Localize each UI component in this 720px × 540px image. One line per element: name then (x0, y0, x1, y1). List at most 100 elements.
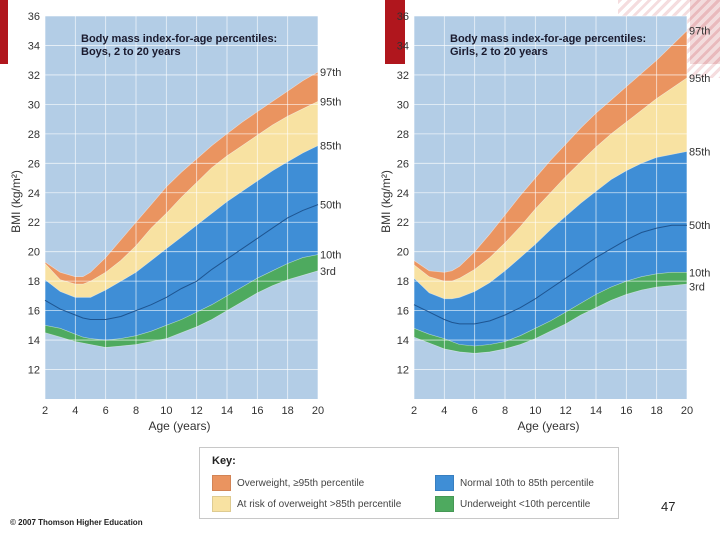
x-tick-label: 8 (502, 405, 508, 417)
percentile-line-85th (44, 145, 319, 298)
percentile-label-10th: 10th (689, 267, 710, 279)
band-95th-85th (45, 101, 318, 298)
percentile-label-50th: 50th (689, 220, 710, 232)
x-tick-label: 10 (529, 405, 541, 417)
y-tick-label: 26 (397, 158, 409, 170)
percentile-line-85th (413, 151, 688, 300)
y-tick-label: 28 (397, 129, 409, 141)
key-label-overweight: Overweight, ≥95th percentile (237, 477, 365, 489)
percentile-line-50th (44, 204, 319, 320)
percentile-line-10th (413, 271, 687, 347)
percentile-label-85th: 85th (689, 147, 710, 159)
x-tick-label: 8 (133, 405, 139, 417)
percentile-label-97th: 97th (689, 26, 710, 38)
x-tick-label: 6 (103, 405, 109, 417)
percentile-line-95th (413, 77, 688, 282)
percentile-line-3rd (44, 270, 319, 348)
x-tick-label: 12 (560, 405, 572, 417)
percentile-label-3rd: 3rd (689, 281, 705, 293)
slide-accent-middle (385, 0, 405, 64)
underweight-swatch (435, 496, 454, 512)
key-item-underweight: Underweight <10th percentile (435, 496, 590, 512)
band-85th-10th (414, 151, 687, 346)
key-item-at-risk: At risk of overweight >85th percentile (212, 496, 401, 512)
band-10th-3rd (45, 254, 318, 348)
percentile-label-85th: 85th (320, 141, 341, 153)
key-item-overweight: Overweight, ≥95th percentile (212, 475, 364, 491)
chart-key: Key: Overweight, ≥95th percentile At ris… (199, 447, 619, 519)
x-tick-label: 14 (590, 405, 602, 417)
y-axis-label: BMI (kg/m²) (379, 170, 393, 233)
y-tick-label: 30 (28, 99, 40, 111)
chart-title: Body mass index-for-age percentiles: (450, 33, 646, 45)
y-tick-label: 32 (28, 70, 40, 82)
x-tick-label: 20 (681, 405, 693, 417)
x-tick-label: 16 (251, 405, 263, 417)
key-label-at-risk: At risk of overweight >85th percentile (237, 498, 402, 510)
percentile-line-10th (44, 254, 319, 341)
y-tick-label: 24 (28, 188, 40, 200)
y-tick-label: 20 (397, 247, 409, 259)
percentile-line-50th (413, 224, 687, 325)
band-97th-95th (45, 72, 318, 285)
y-tick-label: 28 (28, 129, 40, 141)
y-axis-label: BMI (kg/m²) (9, 170, 23, 233)
x-tick-label: 4 (72, 405, 78, 417)
y-tick-label: 22 (28, 217, 40, 229)
key-label-underweight: Underweight <10th percentile (460, 498, 591, 510)
percentile-line-97th (413, 30, 688, 273)
y-tick-label: 32 (397, 70, 409, 82)
y-tick-label: 18 (397, 276, 409, 288)
y-tick-label: 16 (28, 306, 40, 318)
x-tick-label: 18 (282, 405, 294, 417)
chart-subtitle: Boys, 2 to 20 years (81, 46, 181, 58)
band-85th-10th (45, 145, 318, 341)
y-tick-label: 12 (397, 365, 409, 377)
normal-swatch (435, 475, 454, 491)
x-tick-label: 20 (312, 405, 324, 417)
chart-subtitle: Girls, 2 to 20 years (450, 46, 548, 58)
key-title: Key: (212, 455, 236, 467)
y-tick-label: 34 (397, 40, 409, 52)
percentile-label-50th: 50th (320, 200, 341, 212)
y-tick-label: 34 (28, 40, 40, 52)
percentile-label-10th: 10th (320, 250, 341, 262)
percentile-line-97th (44, 71, 319, 278)
percentile-label-95th: 95th (689, 73, 710, 85)
y-tick-label: 14 (397, 335, 409, 347)
y-tick-label: 12 (28, 365, 40, 377)
y-tick-label: 16 (397, 306, 409, 318)
overweight-swatch (212, 475, 231, 491)
key-item-normal: Normal 10th to 85th percentile (435, 475, 594, 491)
page-number: 47 (661, 499, 676, 514)
percentile-line-95th (44, 101, 319, 285)
copyright-notice: © 2007 Thomson Higher Education (10, 518, 143, 527)
percentile-label-3rd: 3rd (320, 266, 336, 278)
x-tick-label: 2 (411, 405, 417, 417)
y-tick-label: 36 (397, 11, 409, 23)
y-tick-label: 18 (28, 276, 40, 288)
key-label-normal: Normal 10th to 85th percentile (460, 477, 594, 489)
percentile-label-95th: 95th (320, 96, 341, 108)
y-tick-label: 36 (28, 11, 40, 23)
x-axis-label: Age (years) (517, 419, 579, 433)
x-tick-label: 2 (42, 405, 48, 417)
x-tick-label: 12 (191, 405, 203, 417)
x-tick-label: 16 (620, 405, 632, 417)
y-tick-label: 14 (28, 335, 40, 347)
y-tick-label: 24 (397, 188, 409, 200)
x-tick-label: 14 (221, 405, 233, 417)
x-tick-label: 10 (160, 405, 172, 417)
y-tick-label: 26 (28, 158, 40, 170)
y-tick-label: 22 (397, 217, 409, 229)
at-risk-swatch (212, 496, 231, 512)
slide-accent-left (0, 0, 8, 64)
percentile-line-3rd (413, 283, 688, 354)
chart-title: Body mass index-for-age percentiles: (81, 33, 277, 45)
band-10th-3rd (414, 272, 687, 354)
percentile-label-97th: 97th (320, 67, 341, 79)
band-95th-85th (414, 77, 687, 299)
y-tick-label: 30 (397, 99, 409, 111)
x-tick-label: 18 (651, 405, 663, 417)
